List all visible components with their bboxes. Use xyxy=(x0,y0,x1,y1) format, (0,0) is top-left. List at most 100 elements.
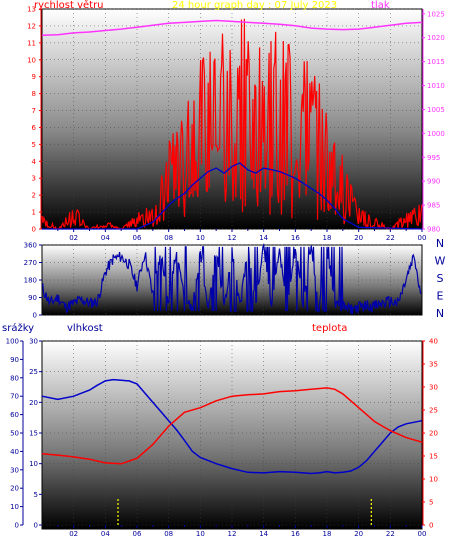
vlhkost-tick-label: 25 xyxy=(29,368,38,376)
wind-tick-label: 13 xyxy=(27,6,36,14)
pressure-tick-label: 1010 xyxy=(427,82,445,90)
top-x-tick-label: 04 xyxy=(101,234,110,242)
pressure-tick-label: 985 xyxy=(427,202,440,210)
wind-speed-line xyxy=(41,18,423,230)
wind-tick-label: 6 xyxy=(32,124,37,132)
srazky-tick-label: 20 xyxy=(10,485,19,493)
srazky-tick-label: 100 xyxy=(6,338,19,346)
wind-tick-label: 5 xyxy=(32,141,36,149)
top-x-tick-label: 00 xyxy=(418,234,427,242)
top-series xyxy=(41,18,423,230)
pressure-tick-label: 1005 xyxy=(427,106,445,114)
temperature-line xyxy=(41,387,423,465)
pressure-tick-label: 1025 xyxy=(427,10,445,18)
vlhkost-axis-label: vlhkost xyxy=(67,323,103,334)
bot-x-tick-label: 02 xyxy=(69,530,78,538)
teplota-axis-label: teplota xyxy=(312,323,347,334)
vlhkost-axis: 0 5 10 15 20 25 30 xyxy=(29,338,42,530)
direction-tick-label: 180 xyxy=(24,277,37,285)
top-x-axis: 02 04 06 08 10 12 14 16 18 20 22 00 xyxy=(57,229,427,242)
bot-x-tick-label: 08 xyxy=(164,530,173,538)
srazky-tick-label: 40 xyxy=(10,448,19,456)
compass-e: E xyxy=(437,290,444,303)
direction-tick-label: 360 xyxy=(24,242,37,250)
wind-tick-label: 11 xyxy=(27,39,36,47)
top-x-tick-label: 12 xyxy=(228,234,237,242)
top-x-tick-label: 20 xyxy=(354,234,363,242)
bot-x-tick-label: 16 xyxy=(291,530,300,538)
teplota-tick-label: 10 xyxy=(429,476,438,484)
srazky-tick-label: 50 xyxy=(10,430,19,438)
wind-tick-label: 8 xyxy=(32,90,36,98)
srazky-tick-label: 70 xyxy=(10,393,19,401)
srazky-tick-label: 10 xyxy=(10,503,19,511)
bot-x-tick-label: 12 xyxy=(228,530,237,538)
top-x-tick-label: 06 xyxy=(133,234,142,242)
teplota-tick-label: 5 xyxy=(429,499,433,507)
pressure-tick-label: 990 xyxy=(427,178,440,186)
wind-tick-label: 12 xyxy=(27,22,36,30)
vlhkost-tick-label: 20 xyxy=(29,399,38,407)
srazky-tick-label: 80 xyxy=(10,374,19,382)
wind-tick-label: 10 xyxy=(27,56,36,64)
vlhkost-tick-label: 0 xyxy=(34,522,38,530)
bot-x-tick-label: 04 xyxy=(101,530,110,538)
top-x-tick-label: 10 xyxy=(196,234,205,242)
teplota-tick-label: 0 xyxy=(429,522,433,530)
vlhkost-tick-label: 30 xyxy=(29,338,38,346)
bot-series xyxy=(41,378,423,525)
wind-avg-line xyxy=(42,162,423,230)
vlhkost-tick-label: 15 xyxy=(29,430,38,438)
direction-tick-label: 90 xyxy=(28,294,37,302)
pressure-line xyxy=(41,19,423,37)
bot-x-tick-label: 06 xyxy=(133,530,142,538)
bot-x-tick-label: 22 xyxy=(386,530,395,538)
mid-grid xyxy=(42,244,422,316)
teplota-tick-label: 30 xyxy=(429,384,438,392)
teplota-tick-label: 35 xyxy=(429,361,438,369)
teplota-tick-label: 15 xyxy=(429,453,438,461)
bot-x-tick-label: 14 xyxy=(259,530,268,538)
top-x-tick-label: 22 xyxy=(386,234,395,242)
teplota-tick-label: 40 xyxy=(429,338,438,346)
chart-title: 24 hour graph day : 07 July 2023 xyxy=(172,0,337,11)
pressure-axis-label: tlak xyxy=(371,0,390,11)
wind-speed-axis-label: rychlost větru xyxy=(34,0,104,11)
bot-x-tick-label: 10 xyxy=(196,530,205,538)
wind-tick-label: 4 xyxy=(32,158,37,166)
teplota-axis: 0 5 10 15 20 25 30 35 40 xyxy=(422,338,438,530)
wind-tick-label: 9 xyxy=(32,73,36,81)
compass-n: N xyxy=(436,307,444,320)
teplota-tick-label: 20 xyxy=(429,430,438,438)
top-x-tick-label: 18 xyxy=(323,234,332,242)
top-x-tick-label: 02 xyxy=(69,234,78,242)
pressure-tick-label: 980 xyxy=(427,226,440,234)
wind-tick-label: 2 xyxy=(32,192,36,200)
top-x-tick-label: 14 xyxy=(259,234,268,242)
srazky-tick-label: 90 xyxy=(10,356,19,364)
wind-tick-label: 1 xyxy=(32,209,36,217)
compass-w: W xyxy=(435,255,446,268)
bot-x-tick-label: 00 xyxy=(418,530,427,538)
srazky-tick-label: 30 xyxy=(10,466,19,474)
mid-series xyxy=(41,242,422,315)
compass-s: S xyxy=(437,272,444,285)
srazky-axis: 0 10 20 30 40 50 60 70 80 90 100 xyxy=(6,338,24,530)
pressure-tick-label: 1015 xyxy=(427,58,445,66)
srazky-tick-label: 0 xyxy=(15,522,19,530)
teplota-tick-label: 25 xyxy=(429,407,438,415)
compass-n: N xyxy=(436,237,444,250)
top-right-axis: 980 985 990 995 1000 1005 1010 1015 1020 1025 xyxy=(422,9,445,234)
wind-tick-label: 0 xyxy=(32,226,36,234)
bot-x-tick-label: 18 xyxy=(323,530,332,538)
direction-tick-label: 270 xyxy=(24,259,37,267)
srazky-axis-label: srážky xyxy=(2,322,34,334)
vlhkost-tick-label: 5 xyxy=(34,491,38,499)
humidity-line xyxy=(41,378,423,475)
srazky-tick-label: 60 xyxy=(10,411,19,419)
bot-x-tick-label: 20 xyxy=(354,530,363,538)
